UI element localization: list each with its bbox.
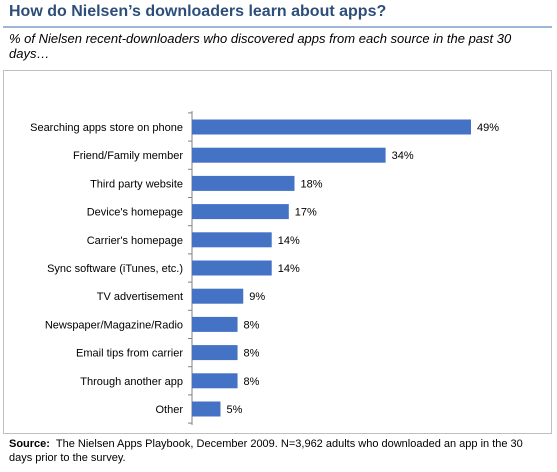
category-label: Friend/Family member: [73, 150, 183, 162]
bar: [192, 204, 289, 220]
category-label: Third party website: [90, 178, 183, 190]
category-label: Other: [155, 404, 183, 416]
bar: [192, 401, 221, 417]
bar: [192, 260, 272, 276]
category-label: Carrier's homepage: [87, 235, 183, 247]
bar: [192, 345, 238, 361]
category-label: Device's homepage: [87, 207, 183, 219]
data-label: 14%: [278, 235, 300, 247]
bar: [192, 373, 238, 389]
source-note: Source: The Nielsen Apps Playbook, Decem…: [9, 437, 549, 465]
category-label: Searching apps store on phone: [30, 122, 183, 134]
category-label: TV advertisement: [97, 291, 183, 303]
data-label: 34%: [392, 150, 414, 162]
category-label: Sync software (iTunes, etc.): [47, 263, 183, 275]
bar: [192, 147, 386, 163]
bar: [192, 119, 471, 135]
category-label: Newspaper/Magazine/Radio: [45, 319, 183, 331]
data-label: 18%: [300, 178, 322, 190]
title-divider: [3, 26, 552, 28]
data-label: 17%: [295, 207, 317, 219]
category-label: Through another app: [80, 376, 183, 388]
bar: [192, 232, 272, 248]
data-label: 8%: [244, 319, 260, 331]
category-label: Email tips from carrier: [76, 348, 183, 360]
data-label: 9%: [249, 291, 265, 303]
bar: [192, 288, 244, 304]
source-text: The Nielsen Apps Playbook, December 2009…: [9, 438, 523, 464]
chart-subtitle: % of Nielsen recent-downloaders who disc…: [9, 31, 512, 61]
chart-title: How do Nielsen’s downloaders learn about…: [9, 3, 387, 20]
data-label: 14%: [278, 263, 300, 275]
bar: [192, 316, 238, 332]
source-label: Source:: [9, 438, 50, 450]
data-label: 8%: [244, 376, 260, 388]
chart-frame: [3, 70, 552, 434]
data-label: 49%: [477, 122, 499, 134]
bar: [192, 175, 295, 191]
data-label: 8%: [244, 348, 260, 360]
data-label: 5%: [226, 404, 242, 416]
